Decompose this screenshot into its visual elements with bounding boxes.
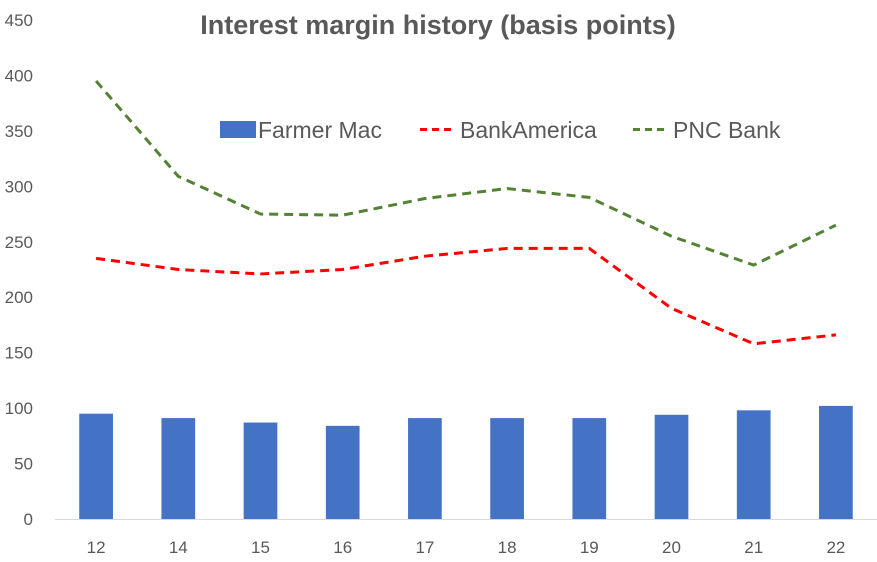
x-tick-label: 21: [744, 538, 763, 557]
bar: [655, 415, 689, 519]
x-tick-label: 12: [87, 538, 106, 557]
y-tick-label: 450: [5, 11, 33, 30]
legend-label-pnc-bank: PNC Bank: [673, 117, 781, 143]
y-tick-label: 100: [5, 399, 33, 418]
legend: Farmer Mac BankAmerica PNC Bank: [220, 117, 781, 143]
legend-swatch-farmer-mac: [220, 121, 256, 138]
bar: [737, 410, 771, 519]
chart: Interest margin history (basis points) 0…: [0, 0, 877, 562]
y-tick-label: 350: [5, 122, 33, 141]
y-tick-label: 200: [5, 288, 33, 307]
bar: [244, 423, 278, 519]
chart-title: Interest margin history (basis points): [200, 10, 676, 40]
x-tick-label: 18: [498, 538, 517, 557]
x-tick-label: 19: [580, 538, 599, 557]
bar: [490, 418, 524, 519]
legend-label-bankamerica: BankAmerica: [460, 117, 597, 143]
legend-label-farmer-mac: Farmer Mac: [258, 117, 382, 143]
y-tick-label: 400: [5, 66, 33, 85]
x-tick-label: 22: [826, 538, 845, 557]
bar: [819, 406, 853, 519]
x-tick-label: 17: [415, 538, 434, 557]
x-tick-label: 16: [333, 538, 352, 557]
y-tick-label: 250: [5, 233, 33, 252]
x-tick-label: 14: [169, 538, 188, 557]
bar: [408, 418, 442, 519]
x-tick-label: 20: [662, 538, 681, 557]
bar-series: [79, 406, 853, 519]
bar: [79, 414, 113, 519]
x-tick-label: 15: [251, 538, 270, 557]
series-line: [96, 248, 836, 343]
bar: [326, 426, 360, 519]
x-axis: 12 14 15 16 17 18 19 20 21 22: [87, 538, 846, 557]
y-tick-label: 0: [24, 510, 33, 529]
y-tick-label: 150: [5, 344, 33, 363]
bar: [161, 418, 195, 519]
bar: [572, 418, 606, 519]
y-tick-label: 50: [14, 455, 33, 474]
y-tick-label: 300: [5, 177, 33, 196]
y-axis: 0 50 100 150 200 250 300 350 400 450: [5, 11, 33, 529]
series-line: [96, 81, 836, 265]
